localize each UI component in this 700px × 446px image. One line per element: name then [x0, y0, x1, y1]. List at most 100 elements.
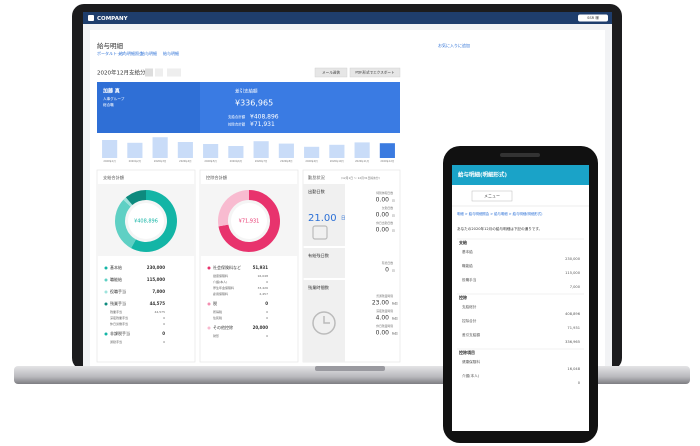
history-bar [102, 140, 118, 158]
row-value: 4.00 [376, 315, 390, 322]
pay-value: ¥408,896 [250, 114, 279, 121]
phone-screen [452, 165, 589, 431]
detail-value: 33,426 [258, 286, 269, 290]
action-button[interactable] [349, 67, 401, 78]
row-unit: 時間 [392, 332, 398, 336]
row-name: 休日残業時間 [376, 324, 393, 328]
laptop-notch [315, 366, 385, 371]
row-value: 16,048 [567, 367, 580, 371]
breadcrumb-item[interactable]: 給与明細 [163, 50, 179, 56]
history-month: 2020年12月 [380, 159, 394, 163]
row-unit: 日 [392, 229, 395, 233]
donut-segment [125, 190, 147, 206]
section-heading: 支給 [458, 239, 468, 245]
item-name: その他控除 [213, 324, 233, 330]
pay-label: 支給合計額 [228, 114, 246, 119]
donut-segment [115, 199, 137, 249]
days-label: 出勤日数 [308, 188, 326, 195]
prev-button[interactable] [145, 68, 153, 77]
legend-dot [104, 290, 108, 294]
days-value: 21.00 [308, 213, 337, 224]
row-name: 深夜残業時間 [376, 309, 393, 313]
item-name: 税 [213, 300, 217, 306]
row-value: 408,896 [565, 312, 581, 316]
detail-value: 0 [266, 310, 268, 314]
overtime-label: 残業時間数 [308, 284, 330, 291]
history-month: 2020年6月 [230, 159, 242, 163]
breadcrumb-item[interactable]: 給与明細 [141, 50, 157, 56]
action-button-label[interactable]: PDF形式でエクスポート [355, 70, 395, 75]
section-heading: 控除 [459, 294, 468, 300]
detail-name: 介護(本人) [213, 279, 227, 284]
employee-group: 人事グループ [103, 96, 125, 101]
card-title: 支給合計額 [103, 174, 125, 181]
donut-total: ¥71,931 [239, 219, 260, 225]
item-name: 社会保険料など [213, 264, 241, 270]
detail-name: 健康保険料 [213, 273, 228, 278]
detail-value: 0 [266, 334, 268, 338]
legend-dot [104, 332, 108, 336]
history-month: 2020年4月 [179, 159, 191, 163]
menu-button[interactable] [471, 190, 513, 202]
item-name: 職能給 [110, 276, 122, 282]
attendance-panel [303, 184, 345, 246]
row-unit: 日 [392, 199, 395, 203]
row-name: 控除合計 [462, 318, 477, 323]
legend-dot [104, 278, 108, 282]
item-value: 115,000 [147, 277, 165, 282]
latest-button[interactable] [167, 68, 181, 77]
row-unit: 日 [392, 214, 395, 218]
history-month: 2020年1月 [103, 159, 115, 163]
history-month: 2020年11月 [355, 159, 369, 163]
donut-segment [218, 190, 280, 252]
history-bar [127, 142, 143, 158]
phone-breadcrumb[interactable]: 明細 > 給与明細照会 > 給与明細 > 給与明細(明細形式) [457, 211, 543, 216]
net-value: ¥336,965 [235, 99, 273, 108]
detail-value: 0 [163, 340, 165, 344]
history-month: 2020年9月 [305, 159, 317, 163]
row-name: 役職手当 [462, 277, 477, 282]
row-name: 普通残業時間 [376, 294, 393, 298]
legend-dot [104, 302, 108, 306]
brand-logo [88, 15, 94, 21]
detail-value: 0 [266, 280, 268, 284]
detail-value: 0 [163, 316, 165, 320]
detail-name: 財形 [213, 333, 219, 338]
detail-name: 雇用保険料 [213, 291, 228, 296]
action-button-label[interactable]: メール送信 [322, 70, 340, 75]
detail-value: 44,575 [155, 310, 166, 314]
detail-value: 16,048 [258, 274, 269, 278]
item-value: 0 [162, 331, 165, 336]
history-bar [203, 144, 219, 158]
item-name: 非課税手当 [110, 330, 130, 336]
legend-dot [207, 302, 211, 306]
row-name: 差引支給額 [462, 332, 480, 337]
breadcrumb-item[interactable]: 給与明細照会 [119, 50, 143, 56]
deduction-label: 控除合計額 [228, 122, 246, 127]
history-bar [304, 146, 320, 158]
action-button[interactable] [314, 67, 348, 78]
donut-center [128, 203, 164, 239]
item-name: 基本給 [110, 264, 122, 270]
row-value: 0.00 [376, 227, 390, 234]
row-value: 0.00 [376, 330, 390, 337]
history-month: 2020年5月 [204, 159, 216, 163]
detail-value: 0 [266, 316, 268, 320]
menu-label[interactable]: メニュー [484, 193, 500, 198]
legend-dot [207, 326, 211, 330]
user-menu[interactable] [578, 14, 608, 22]
row-value: 7,000 [570, 285, 581, 289]
top-link[interactable]: お気に入りに追加 [438, 42, 470, 48]
next-button[interactable] [155, 68, 163, 77]
phone-intro: あなたの2020年12月の給与明細は下記の通りです。 [457, 226, 542, 231]
detail-name: 休日労働手当 [110, 321, 128, 326]
row-value: 0.00 [376, 212, 390, 219]
row-value: 0 [578, 381, 581, 385]
breadcrumb-item[interactable]: ポータルトップ [97, 50, 125, 56]
net-label: 差引支給額 [235, 88, 258, 95]
user[interactable]: SSR 様 [587, 15, 599, 20]
leave-label: 有給残日数 [308, 252, 330, 259]
row-name: 特別休暇日数 [376, 191, 393, 195]
donut-total: ¥408,896 [134, 219, 158, 225]
